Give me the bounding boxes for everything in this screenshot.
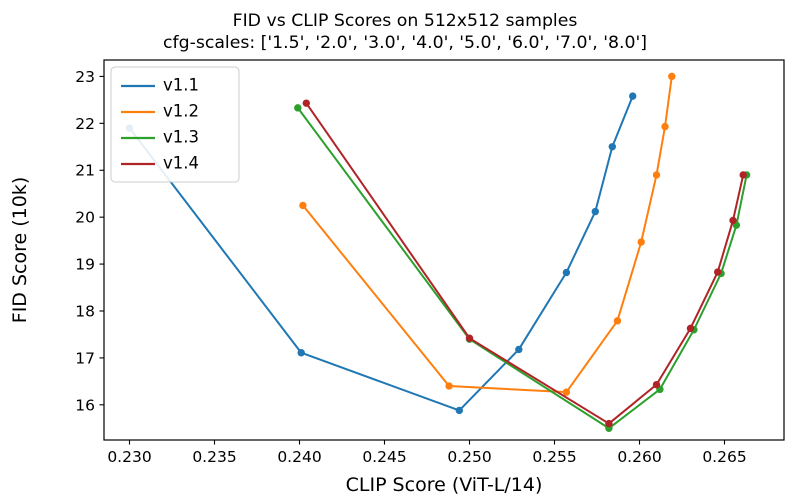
data-point bbox=[591, 207, 599, 216]
data-point bbox=[686, 324, 695, 333]
data-point bbox=[652, 171, 661, 179]
y-tick-label: 16 bbox=[75, 396, 95, 414]
legend-background bbox=[110, 66, 240, 183]
x-tick-label: 0.265 bbox=[702, 448, 746, 466]
data-point bbox=[605, 419, 613, 428]
data-point bbox=[729, 216, 737, 225]
data-point bbox=[661, 122, 669, 131]
data-point bbox=[608, 143, 616, 151]
series-v1-4 bbox=[302, 99, 747, 428]
y-tick-label: 20 bbox=[75, 209, 95, 227]
axis-tick-marks bbox=[99, 75, 726, 445]
data-point bbox=[445, 382, 453, 390]
x-tick-label: 0.230 bbox=[107, 448, 151, 466]
data-point bbox=[668, 72, 676, 81]
series-line bbox=[128, 95, 634, 412]
y-tick-label: 19 bbox=[75, 256, 95, 274]
y-axis-label: FID Score (10k) bbox=[9, 177, 31, 323]
y-tick-label: 23 bbox=[75, 68, 95, 86]
data-series-group bbox=[125, 72, 751, 432]
x-tick-label: 0.240 bbox=[277, 448, 321, 466]
data-point bbox=[294, 104, 302, 112]
series-line bbox=[305, 102, 745, 425]
x-axis-label: CLIP Score (ViT-L/14) bbox=[346, 474, 543, 496]
x-tick-label: 0.235 bbox=[192, 448, 236, 466]
series-line bbox=[301, 75, 673, 394]
data-point bbox=[465, 334, 474, 342]
data-point bbox=[299, 201, 307, 210]
chart-title: FID vs CLIP Scores on 512x512 samples bbox=[233, 11, 578, 31]
series-v1-2 bbox=[299, 72, 676, 396]
legend-label-v1-2[interactable]: v1.2 bbox=[163, 102, 199, 121]
data-point bbox=[714, 268, 722, 276]
axis-tick-labels: 0.230 0.235 0.240 0.245 0.250 0.255 0.260 0.265… bbox=[75, 68, 746, 466]
data-point bbox=[302, 99, 310, 107]
data-point bbox=[613, 317, 622, 325]
y-tick-label: 18 bbox=[75, 302, 95, 320]
x-tick-label: 0.250 bbox=[447, 448, 491, 466]
y-tick-label: 22 bbox=[75, 115, 95, 133]
chart-subtitle: cfg-scales: ['1.5', '2.0', '3.0', '4.0',… bbox=[163, 33, 647, 53]
plot-frame bbox=[103, 59, 785, 441]
x-tick-label: 0.255 bbox=[532, 448, 576, 466]
data-point bbox=[562, 268, 571, 277]
data-point bbox=[455, 406, 463, 415]
legend-label-v1-3[interactable]: v1.3 bbox=[163, 128, 199, 147]
y-tick-label: 21 bbox=[75, 162, 95, 180]
data-point bbox=[739, 171, 747, 179]
data-point bbox=[562, 388, 571, 396]
series-line bbox=[296, 106, 748, 430]
data-point bbox=[297, 349, 305, 357]
legend-label-v1-4[interactable]: v1.4 bbox=[163, 154, 199, 173]
data-point bbox=[629, 92, 637, 100]
x-tick-label: 0.245 bbox=[362, 448, 406, 466]
legend-label-v1-1[interactable]: v1.1 bbox=[163, 76, 199, 95]
data-point bbox=[515, 345, 523, 354]
chart-legend: v1.1 v1.2 v1.3 v1.4 bbox=[110, 66, 240, 183]
data-point bbox=[637, 238, 645, 246]
y-tick-label: 17 bbox=[75, 349, 95, 367]
x-tick-label: 0.260 bbox=[617, 448, 661, 466]
data-point bbox=[652, 380, 661, 389]
